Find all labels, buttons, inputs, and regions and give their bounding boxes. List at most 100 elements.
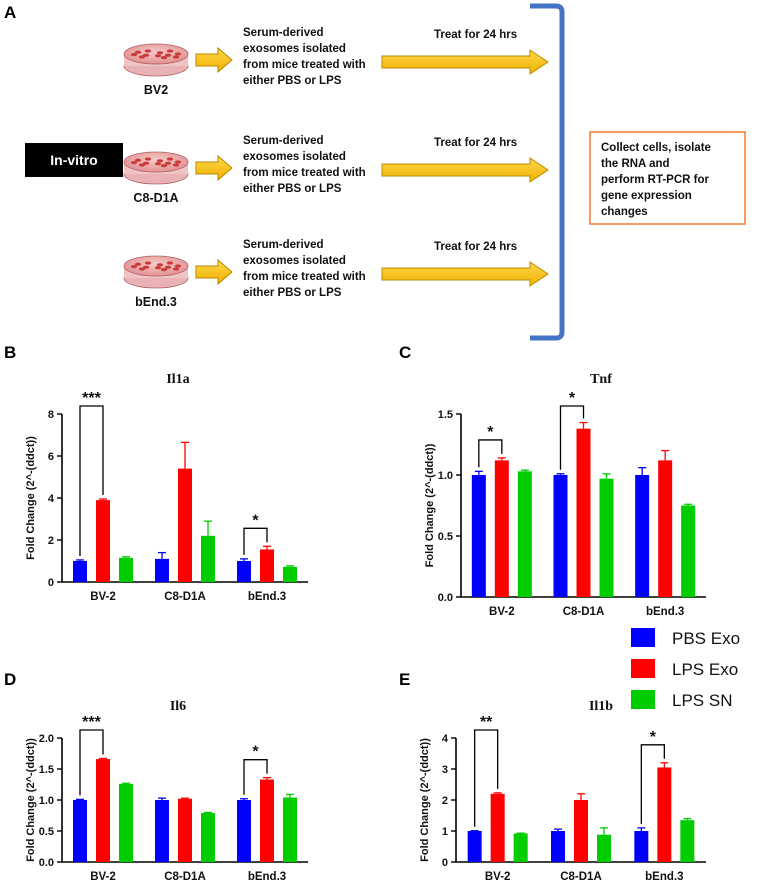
- exosome-text-line: Serum-derived: [243, 27, 324, 39]
- exosome-text-line: exosomes isolated: [243, 255, 346, 267]
- y-tick-label: 6: [48, 451, 54, 463]
- y-tick-label: 4: [48, 493, 55, 505]
- y-tick-label: 0.0: [39, 857, 54, 869]
- bar-lps-sn: [681, 505, 696, 597]
- dish-cell-dot: [144, 261, 152, 265]
- panel-a: A In-vitro BV2 Serum-derived exosomes isol…: [4, 3, 746, 341]
- x-category-label: BV-2: [485, 871, 511, 881]
- dish-cell-dot: [160, 56, 168, 60]
- treat-label: Treat for 24 hrs: [434, 29, 517, 41]
- exosome-text-line: either PBS or LPS: [243, 75, 342, 87]
- collect-text-line: Collect cells, isolate: [601, 142, 711, 154]
- chart-title: Il1a: [166, 372, 189, 387]
- x-category-label: BV-2: [489, 606, 515, 618]
- dish-cell-dot: [130, 53, 138, 57]
- bar-lps-sn: [680, 820, 695, 862]
- bar-lps-sn: [597, 834, 611, 862]
- y-tick-label: 3: [442, 764, 448, 776]
- dish-cell-dot: [164, 53, 172, 57]
- bar-lps-exo: [576, 428, 591, 597]
- bar-pbs-exo: [237, 561, 251, 582]
- invitro-box: [25, 143, 123, 177]
- bar-pbs-exo: [237, 800, 251, 862]
- chart-title: Il6: [170, 699, 186, 714]
- bar-pbs-exo: [551, 831, 565, 862]
- legend-label: LPS Exo: [672, 660, 738, 679]
- dish-cell-dot: [154, 162, 162, 166]
- collect-text-line: the RNA and: [601, 158, 670, 170]
- bar-lps-exo: [178, 468, 192, 582]
- treat-label: Treat for 24 hrs: [434, 137, 517, 149]
- panel-letter: E: [399, 670, 410, 689]
- bar-pbs-exo: [73, 561, 87, 582]
- legend-item: LPS Exo: [631, 659, 738, 679]
- dish-cell-dot: [156, 263, 164, 267]
- exosome-text-line: from mice treated with: [243, 167, 366, 179]
- diagram-row: bEnd.3 Serum-derived exosomes isolated from…: [123, 239, 549, 309]
- significance-stars: *: [487, 424, 494, 441]
- dish-cell-dot: [164, 265, 172, 269]
- chart-title: Il1b: [589, 699, 613, 714]
- collect-box: [589, 131, 746, 225]
- dish-cell-dot: [172, 55, 180, 59]
- y-tick-label: 1: [442, 826, 448, 838]
- exosome-text-line: from mice treated with: [243, 271, 366, 283]
- x-category-label: bEnd.3: [248, 591, 286, 603]
- cell-line-label: BV2: [144, 83, 168, 97]
- y-tick-label: 1.5: [39, 764, 54, 776]
- bar-lps-sn: [201, 535, 215, 582]
- x-category-label: C8-D1A: [164, 591, 206, 603]
- legend-label: PBS Exo: [672, 629, 740, 648]
- dish-cell-dot: [134, 158, 142, 162]
- legend-swatch: [631, 690, 655, 709]
- bar-lps-exo: [657, 767, 672, 862]
- dish-cell-dot: [130, 265, 138, 269]
- x-category-label: bEnd.3: [645, 871, 683, 881]
- dish-top: [123, 255, 189, 277]
- x-category-label: C8-D1A: [164, 871, 206, 881]
- bar-lps-exo: [658, 460, 673, 597]
- dish-cell-dot: [174, 160, 182, 164]
- diagram-row: C8-D1A Serum-derived exosomes isolated from…: [123, 135, 549, 205]
- y-tick-label: 1.0: [438, 470, 453, 482]
- legend-item: LPS SN: [631, 690, 732, 710]
- significance-bracket: [79, 729, 104, 796]
- legend-swatch: [631, 659, 655, 678]
- cell-line-label: C8-D1A: [133, 191, 178, 205]
- dish-cell-dot: [154, 266, 162, 270]
- dish-top: [123, 43, 189, 65]
- significance-bracket: [79, 405, 104, 556]
- y-tick-label: 0: [48, 577, 54, 589]
- treat-label: Treat for 24 hrs: [434, 241, 517, 253]
- bar-lps-sn: [283, 566, 297, 582]
- dish-cell-dot: [174, 52, 182, 56]
- dish-cell-dot: [154, 54, 162, 58]
- dish-cell-dot: [138, 55, 146, 59]
- short-arrow-icon: [195, 154, 233, 182]
- panel-a-letter: A: [4, 3, 16, 22]
- dish-cell-dot: [174, 264, 182, 268]
- y-axis-label: Fold Change (2^-(ddct)): [424, 443, 436, 567]
- y-axis-label: Fold Change (2^-(ddct)): [25, 436, 37, 560]
- collect-text-line: changes: [601, 206, 648, 218]
- y-axis-label: Fold Change (2^-(ddct)): [419, 738, 431, 862]
- dish-cell-dot: [134, 50, 142, 54]
- significance-stars: **: [480, 714, 493, 731]
- bar-pbs-exo: [467, 831, 482, 862]
- exosome-text-line: either PBS or LPS: [243, 183, 342, 195]
- significance-bracket: [478, 439, 503, 468]
- y-tick-label: 0: [442, 857, 448, 869]
- dish-cell-dot: [138, 163, 146, 167]
- bar-lps-sn: [513, 833, 528, 862]
- chart-panel-c: C Tnf 0.0 0.5 1.0 1.5 Fold Change (2^-(ddct)) B…: [399, 343, 706, 618]
- bar-pbs-exo: [73, 800, 87, 862]
- bar-pbs-exo: [553, 475, 568, 597]
- bar-lps-sn: [599, 478, 614, 597]
- dish-cell-dot: [156, 51, 164, 55]
- bar-pbs-exo: [471, 475, 486, 597]
- x-category-label: BV-2: [90, 871, 116, 881]
- y-axis-label: Fold Change (2^-(ddct)): [25, 738, 37, 862]
